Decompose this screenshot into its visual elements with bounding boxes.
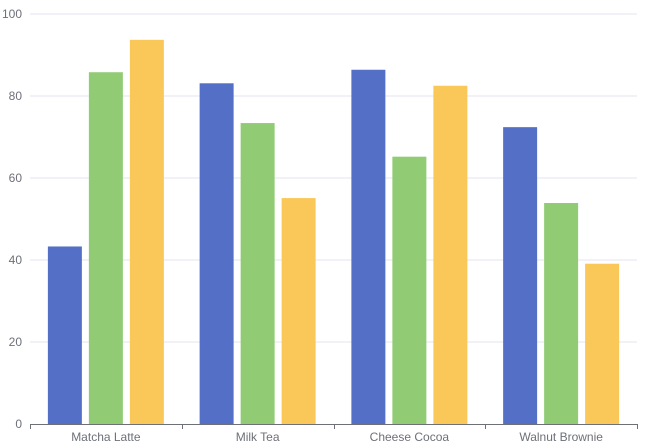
bar[interactable]: [392, 156, 427, 424]
bar[interactable]: [281, 198, 316, 424]
y-tick-label: 80: [9, 89, 23, 103]
y-tick-label: 20: [9, 335, 23, 349]
y-axis: 0 20 40 60 80 100: [2, 7, 22, 431]
x-tick-label: Walnut Brownie: [519, 430, 603, 444]
bar[interactable]: [47, 246, 82, 424]
x-tick-label: Matcha Latte: [71, 430, 141, 444]
y-tick-label: 100: [2, 7, 22, 21]
bar[interactable]: [129, 39, 164, 425]
bar[interactable]: [88, 72, 123, 424]
bar[interactable]: [503, 127, 538, 424]
bar[interactable]: [351, 69, 386, 424]
bar[interactable]: [199, 83, 234, 424]
y-tick-label: 60: [9, 171, 23, 185]
bar[interactable]: [585, 263, 620, 424]
bar[interactable]: [433, 85, 468, 424]
bars: [47, 39, 620, 425]
bar[interactable]: [544, 203, 579, 424]
x-tick-label: Cheese Cocoa: [370, 430, 450, 444]
x-tick-label: Milk Tea: [236, 430, 280, 444]
bar[interactable]: [240, 123, 275, 424]
y-tick-label: 40: [9, 253, 23, 267]
y-tick-label: 0: [15, 417, 22, 431]
x-axis: Matcha Latte Milk Tea Cheese Cocoa Walnut B…: [30, 424, 638, 444]
